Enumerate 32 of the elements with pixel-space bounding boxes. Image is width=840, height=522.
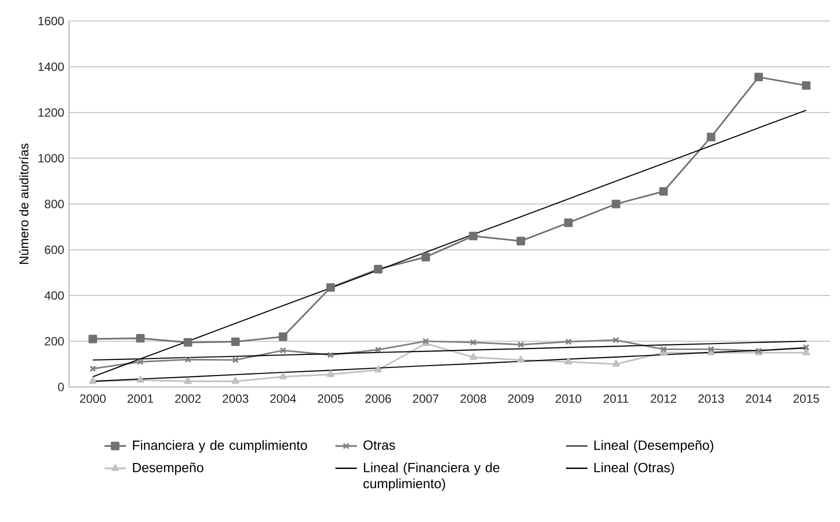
x-tick-label: 2008 <box>460 394 486 403</box>
y-tick-label: 600 <box>44 245 64 254</box>
x-tick-label: 2000 <box>80 394 106 403</box>
y-tick-label: 1600 <box>38 16 64 26</box>
y-tick-label: 1000 <box>38 154 64 163</box>
x-tick-label: 2006 <box>365 394 391 403</box>
legend-label: Desempeño <box>133 462 204 475</box>
x-tick-label: 2014 <box>746 394 772 403</box>
x-tick-label: 2004 <box>270 394 296 403</box>
y-axis-title: Número de auditorías <box>18 144 28 264</box>
legend-label: Lineal (Financiera y de cumplimiento) <box>363 462 500 491</box>
y-tick-label: 200 <box>44 336 64 346</box>
x-tick-label: 2001 <box>128 394 154 403</box>
y-tick-label: 400 <box>44 291 64 300</box>
y-tick-label: 1200 <box>38 108 64 117</box>
legend-label: Lineal (Desempeño) <box>594 440 714 453</box>
x-tick-label: 2011 <box>604 394 628 403</box>
x-tick-label: 2010 <box>556 394 582 403</box>
x-tick-label: 2009 <box>508 394 534 403</box>
y-tick-label: 800 <box>44 200 64 208</box>
legend-label: Otras <box>364 440 396 450</box>
x-tick-label: 2003 <box>222 394 248 403</box>
x-tick-label: 2002 <box>175 394 201 403</box>
y-tick-label: 0 <box>58 382 64 392</box>
y-tick-label: 1400 <box>38 62 64 72</box>
x-tick-label: 2013 <box>698 394 724 403</box>
legend-label: Lineal (Otras) <box>594 462 674 475</box>
x-tick-label: 2007 <box>412 394 438 403</box>
x-tick-label: 2015 <box>793 394 820 403</box>
x-tick-label: 2005 <box>318 394 344 403</box>
legend-label: Financiera y de cumplimiento <box>133 440 307 453</box>
x-tick-label: 2012 <box>650 394 676 403</box>
